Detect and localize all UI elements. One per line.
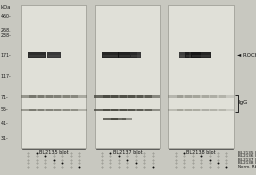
Bar xyxy=(48,55,60,57)
Text: 117-: 117- xyxy=(1,74,11,79)
Bar xyxy=(63,95,78,98)
Bar xyxy=(177,108,192,111)
Bar xyxy=(95,5,160,148)
Text: 55-: 55- xyxy=(1,107,8,112)
Bar xyxy=(219,108,234,111)
Bar xyxy=(168,95,183,98)
Text: 41-: 41- xyxy=(1,121,8,126)
Bar xyxy=(194,95,209,98)
Bar xyxy=(29,95,45,98)
Bar xyxy=(20,108,36,111)
Bar xyxy=(28,52,46,58)
Bar xyxy=(130,52,141,58)
Text: BL2138 IP: BL2138 IP xyxy=(238,161,256,165)
Bar xyxy=(122,118,133,120)
Bar xyxy=(186,55,200,57)
Bar xyxy=(111,95,126,98)
Bar xyxy=(168,5,234,148)
Text: BL2137 blot: BL2137 blot xyxy=(113,150,142,155)
Bar xyxy=(177,95,192,98)
Bar xyxy=(192,55,210,57)
Bar xyxy=(103,95,118,98)
Bar xyxy=(137,95,152,98)
Bar xyxy=(202,108,217,111)
Bar xyxy=(185,95,200,98)
Bar xyxy=(112,118,126,120)
Bar xyxy=(168,108,183,111)
Text: ◄ ROCK1: ◄ ROCK1 xyxy=(237,53,256,58)
Bar xyxy=(20,95,36,98)
Bar xyxy=(29,55,45,57)
Bar xyxy=(102,52,119,58)
Bar xyxy=(132,55,140,57)
Bar xyxy=(63,108,78,111)
Bar xyxy=(185,108,200,111)
Bar xyxy=(103,55,118,57)
Bar xyxy=(194,108,209,111)
Bar xyxy=(47,52,61,58)
Bar xyxy=(21,5,86,148)
Bar xyxy=(145,108,160,111)
Text: BL2137 IP: BL2137 IP xyxy=(238,158,256,162)
Bar xyxy=(46,108,61,111)
Bar xyxy=(219,95,234,98)
Bar xyxy=(118,52,137,58)
Bar xyxy=(119,55,136,57)
Bar xyxy=(103,118,118,120)
Bar xyxy=(111,108,126,111)
Bar xyxy=(202,95,217,98)
Bar xyxy=(46,95,61,98)
Text: Norm. Rb IgG: Norm. Rb IgG xyxy=(238,165,256,169)
Bar xyxy=(210,95,226,98)
Text: BL2135 IP: BL2135 IP xyxy=(238,151,256,155)
Text: BL2138 blot: BL2138 blot xyxy=(186,150,216,155)
Bar xyxy=(55,108,70,111)
Bar xyxy=(185,52,201,58)
Bar xyxy=(180,55,188,57)
Bar xyxy=(29,108,45,111)
Bar xyxy=(128,108,143,111)
Text: 460-: 460- xyxy=(1,14,11,19)
Text: BL2136 IP: BL2136 IP xyxy=(238,154,256,158)
Bar xyxy=(103,108,118,111)
Text: IgG: IgG xyxy=(239,100,248,105)
Bar xyxy=(191,52,211,58)
Bar xyxy=(55,95,70,98)
Bar xyxy=(94,95,110,98)
Bar xyxy=(145,95,160,98)
Text: 31-: 31- xyxy=(1,136,8,141)
Text: BL2135 blot: BL2135 blot xyxy=(39,150,68,155)
Bar xyxy=(37,108,53,111)
Bar xyxy=(71,95,87,98)
Text: 71-: 71- xyxy=(1,95,8,100)
Text: 238-: 238- xyxy=(1,33,11,38)
Bar xyxy=(120,108,135,111)
Text: 171-: 171- xyxy=(1,53,11,58)
Bar xyxy=(137,108,152,111)
Bar xyxy=(94,108,110,111)
Bar xyxy=(37,95,53,98)
Bar xyxy=(71,108,87,111)
Bar xyxy=(120,95,135,98)
Bar xyxy=(128,95,143,98)
Text: 268.: 268. xyxy=(1,28,11,33)
Bar xyxy=(210,108,226,111)
Text: kDa: kDa xyxy=(1,5,11,10)
Bar xyxy=(179,52,189,58)
